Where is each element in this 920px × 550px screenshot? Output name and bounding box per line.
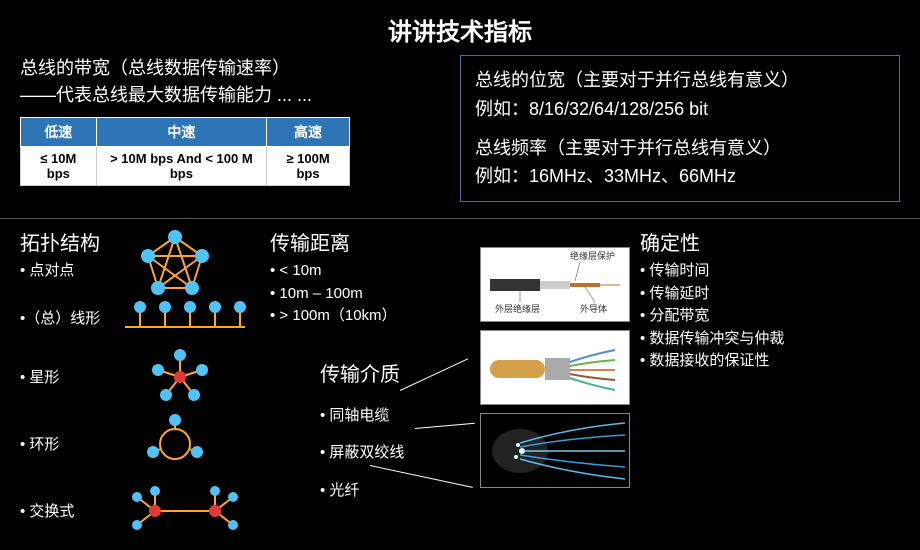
bitwidth-l3: 总线频率（主要对于并行总线有意义） <box>475 134 885 163</box>
star-icon <box>120 349 240 404</box>
bitwidth-block: 总线的位宽（主要对于并行总线有意义） 例如：8/16/32/64/128/256… <box>460 55 900 202</box>
td-low: ≤ 10M bps <box>21 147 97 186</box>
divider <box>0 218 920 219</box>
switch-icon <box>120 483 260 538</box>
det-item-1: • 传输时间 <box>640 260 900 283</box>
th-low: 低速 <box>21 118 97 147</box>
topo-item-bus: •（总）线形 <box>20 307 120 328</box>
th-high: 高速 <box>267 118 350 147</box>
topology-column: 拓扑结构 • 点对点 <box>20 227 260 550</box>
det-item-5: • 数据接收的保证性 <box>640 350 900 373</box>
bitwidth-l1: 总线的位宽（主要对于并行总线有意义） <box>475 66 885 95</box>
bandwidth-block: 总线的带宽（总线数据传输速率） ——代表总线最大数据传输能力 ... ... 低… <box>20 55 440 202</box>
det-item-4: • 数据传输冲突与仲裁 <box>640 328 900 351</box>
lower-section: 拓扑结构 • 点对点 <box>0 227 920 550</box>
td-high: ≥ 100M bps <box>267 147 350 186</box>
determinism-column: 确定性 • 传输时间 • 传输延时 • 分配带宽 • 数据传输冲突与仲裁 • 数… <box>640 227 900 550</box>
medium-item-1: • 同轴电缆 <box>320 397 470 435</box>
topo-item-switch: • 交换式 <box>20 500 120 521</box>
topo-item-p2p: • 点对点 <box>20 260 120 283</box>
bitwidth-l2: 例如：8/16/32/64/128/256 bit <box>475 95 885 124</box>
fiber-optic-image <box>480 413 630 488</box>
svg-text:绝缘层保护: 绝缘层保护 <box>570 250 615 261</box>
page-title: 讲讲技术指标 <box>0 0 920 55</box>
medium-title: 传输介质 <box>320 358 470 387</box>
dist-item-1: • < 10m <box>270 260 470 283</box>
ring-icon <box>120 416 240 471</box>
cable-images-column: 绝缘层保护 外层绝缘层 外导体 <box>480 247 630 550</box>
det-item-2: • 传输延时 <box>640 283 900 306</box>
bus-icon <box>120 297 250 337</box>
bandwidth-line1: 总线的带宽（总线数据传输速率） <box>20 55 440 82</box>
svg-text:外导体: 外导体 <box>580 303 607 314</box>
dist-item-3: • > 100m（10km） <box>270 305 470 328</box>
distance-title: 传输距离 <box>270 227 470 256</box>
distance-medium-column: 传输距离 • < 10m • 10m – 100m • > 100m（10km）… <box>270 227 470 550</box>
determinism-title: 确定性 <box>640 227 900 256</box>
bandwidth-line2: ——代表总线最大数据传输能力 ... ... <box>20 82 440 109</box>
topo-item-ring: • 环形 <box>20 433 120 454</box>
upper-section: 总线的带宽（总线数据传输速率） ——代表总线最大数据传输能力 ... ... 低… <box>0 55 920 214</box>
medium-item-3: • 光纤 <box>320 472 470 510</box>
mesh-icon <box>120 227 230 297</box>
speed-table: 低速 中速 高速 ≤ 10M bps > 10M bps And < 100 M… <box>20 117 350 186</box>
bitwidth-l4: 例如：16MHz、33MHz、66MHz <box>475 162 885 191</box>
svg-text:外层绝缘层: 外层绝缘层 <box>495 303 540 314</box>
td-mid: > 10M bps And < 100 M bps <box>96 147 266 186</box>
medium-item-2: • 屏蔽双绞线 <box>320 434 470 472</box>
topology-title: 拓扑结构 <box>20 227 120 256</box>
th-mid: 中速 <box>96 118 266 147</box>
topo-item-star: • 星形 <box>20 366 120 387</box>
twisted-pair-image <box>480 330 630 405</box>
dist-item-2: • 10m – 100m <box>270 283 470 306</box>
coax-cable-image: 绝缘层保护 外层绝缘层 外导体 <box>480 247 630 322</box>
det-item-3: • 分配带宽 <box>640 305 900 328</box>
